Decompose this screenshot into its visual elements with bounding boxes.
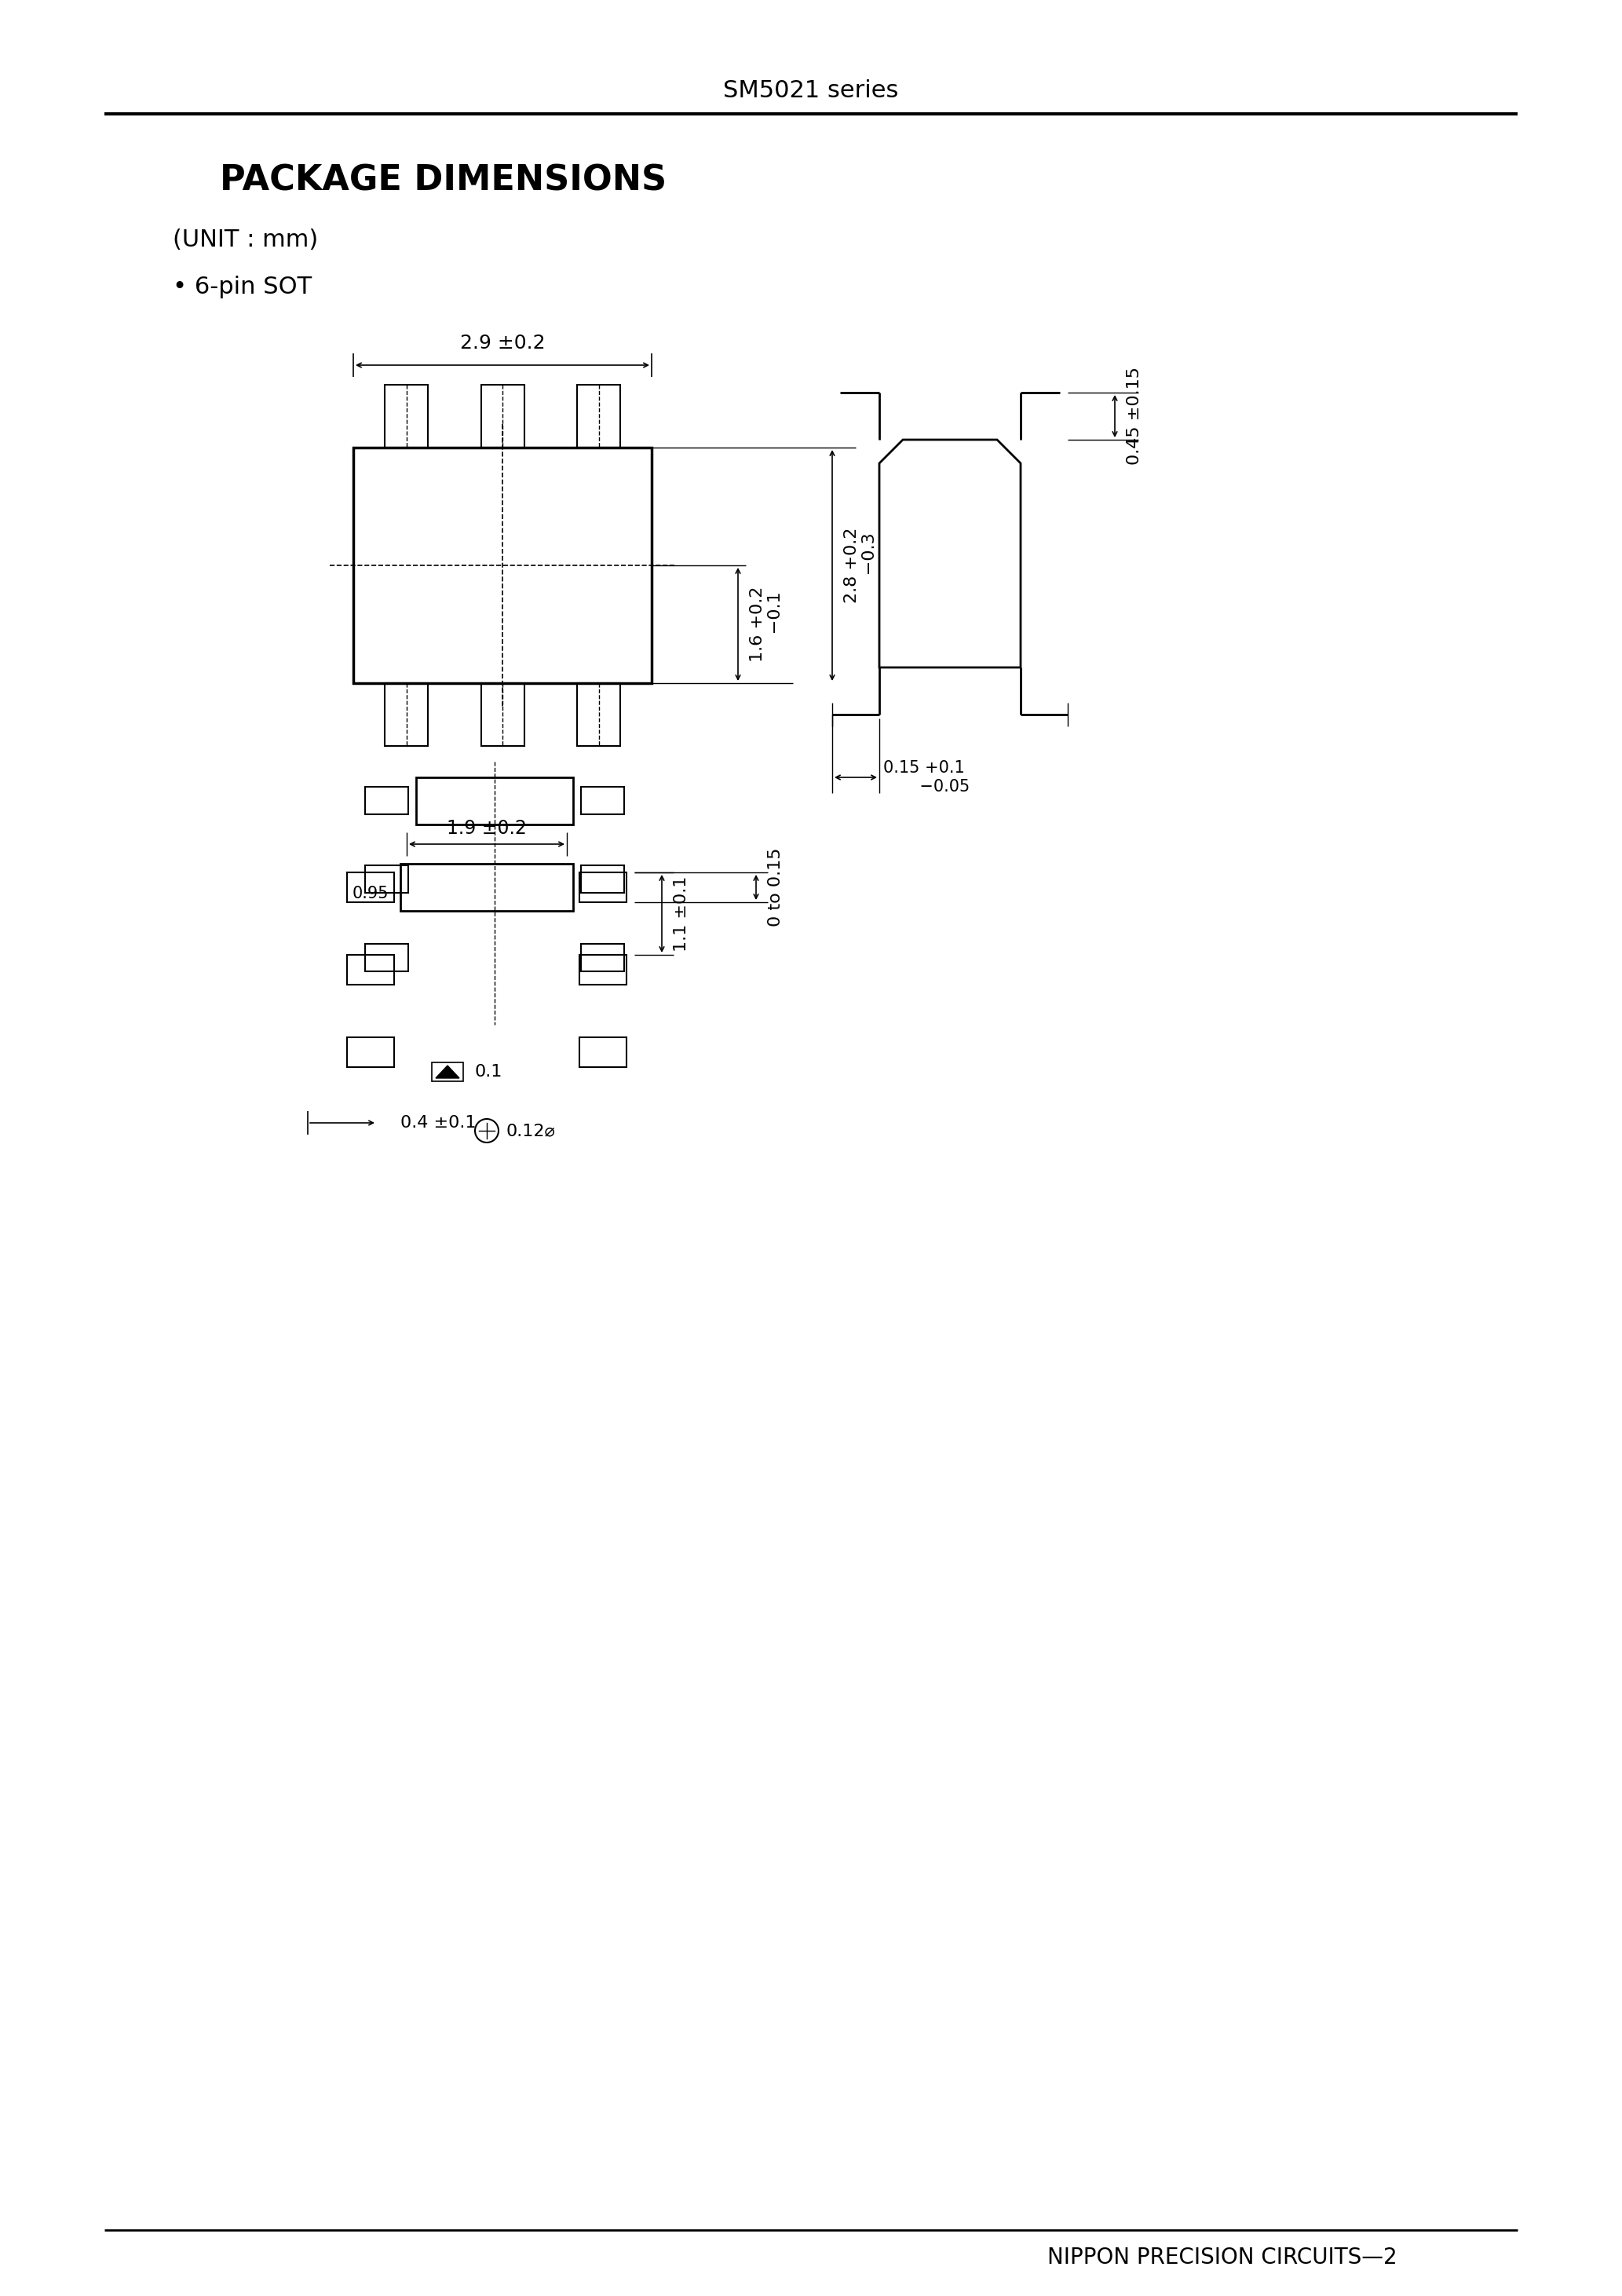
Bar — [577, 386, 620, 448]
Text: PACKAGE DIMENSIONS: PACKAGE DIMENSIONS — [221, 163, 667, 197]
Text: SM5021 series: SM5021 series — [723, 78, 899, 101]
Bar — [384, 386, 428, 448]
Bar — [384, 684, 428, 746]
Bar — [579, 872, 626, 902]
Text: 1.6 +0.2
     −0.1: 1.6 +0.2 −0.1 — [749, 585, 783, 661]
Text: 0.95: 0.95 — [352, 886, 389, 902]
Polygon shape — [879, 464, 1020, 668]
Bar — [581, 788, 624, 815]
Bar — [480, 684, 524, 746]
Text: 0.15 +0.1
       −0.05: 0.15 +0.1 −0.05 — [884, 760, 970, 794]
Bar — [480, 386, 524, 448]
Text: 1.9 ±0.2: 1.9 ±0.2 — [446, 820, 527, 838]
Text: • 6-pin SOT: • 6-pin SOT — [172, 276, 311, 298]
Bar — [579, 1038, 626, 1068]
Bar — [365, 944, 409, 971]
Text: 1.1 ±0.1: 1.1 ±0.1 — [673, 875, 689, 951]
Bar — [347, 872, 394, 902]
Text: 0.12⌀: 0.12⌀ — [506, 1123, 556, 1139]
Bar — [579, 955, 626, 985]
Text: 0.45 ±0.15: 0.45 ±0.15 — [1127, 367, 1142, 466]
Bar — [354, 448, 652, 684]
Text: NIPPON PRECISION CIRCUITS—2: NIPPON PRECISION CIRCUITS—2 — [1048, 2245, 1398, 2268]
Text: 2.8 +0.2
     −0.3: 2.8 +0.2 −0.3 — [843, 528, 878, 604]
Polygon shape — [436, 1065, 459, 1079]
Bar — [347, 1038, 394, 1068]
Bar — [577, 684, 620, 746]
Text: 2.9 ±0.2: 2.9 ±0.2 — [459, 333, 545, 354]
Bar — [417, 778, 573, 824]
Bar — [431, 1063, 464, 1081]
Bar — [365, 788, 409, 815]
Text: 0 to 0.15: 0 to 0.15 — [767, 847, 783, 928]
Text: 0.4 ±0.1: 0.4 ±0.1 — [401, 1116, 477, 1130]
Bar — [365, 866, 409, 893]
Text: (UNIT : mm): (UNIT : mm) — [172, 227, 318, 250]
Bar — [347, 955, 394, 985]
Bar — [581, 944, 624, 971]
Bar — [581, 866, 624, 893]
Text: 0.1: 0.1 — [475, 1063, 503, 1079]
Bar — [401, 863, 573, 912]
